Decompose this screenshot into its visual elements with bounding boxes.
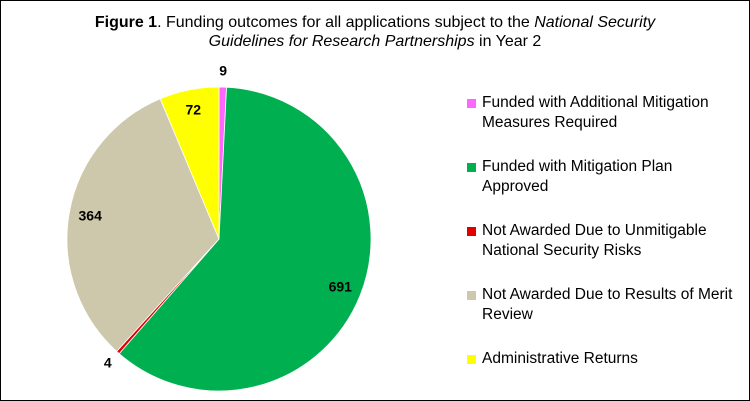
pie-slice xyxy=(66,98,220,352)
title-part: Guidelines for Research Partnerships xyxy=(209,33,475,50)
legend-swatch xyxy=(467,99,476,108)
pie-slice xyxy=(118,86,372,392)
legend-item: Administrative Returns xyxy=(467,349,737,400)
data-label: 691 xyxy=(329,279,353,295)
data-label: 72 xyxy=(185,102,201,118)
legend-label: Administrative Returns xyxy=(482,350,638,367)
title-part: in Year 2 xyxy=(475,33,542,50)
legend-item: Funded with Mitigation Plan Approved xyxy=(467,157,737,221)
data-label: 364 xyxy=(79,207,103,223)
legend-swatch xyxy=(467,355,476,364)
data-label: 9 xyxy=(219,63,227,79)
legend-swatch xyxy=(467,291,476,300)
legend-item: Not Awarded Due to Unmitigable National … xyxy=(467,221,737,285)
legend-item: Funded with Additional Mitigation Measur… xyxy=(467,93,737,157)
legend-label: Funded with Additional Mitigation Measur… xyxy=(482,94,709,131)
data-label: 4 xyxy=(104,355,112,371)
title-part: Figure 1 xyxy=(95,14,157,31)
legend-label: Not Awarded Due to Results of Merit Revi… xyxy=(482,286,733,323)
chart-title: Figure 1. Funding outcomes for all appli… xyxy=(95,14,656,31)
legend-swatch xyxy=(467,227,476,236)
legend: Funded with Additional Mitigation Measur… xyxy=(467,93,737,400)
legend-label: Funded with Mitigation Plan Approved xyxy=(482,158,673,195)
legend-swatch xyxy=(467,163,476,172)
legend-item: Not Awarded Due to Results of Merit Revi… xyxy=(467,285,737,349)
legend-label: Not Awarded Due to Unmitigable National … xyxy=(482,222,707,259)
title-part: . Funding outcomes for all applications … xyxy=(157,14,534,31)
chart-title: Guidelines for Research Partnerships in … xyxy=(209,33,542,50)
pie-slice xyxy=(159,86,220,240)
title-part: National Security xyxy=(534,14,656,31)
